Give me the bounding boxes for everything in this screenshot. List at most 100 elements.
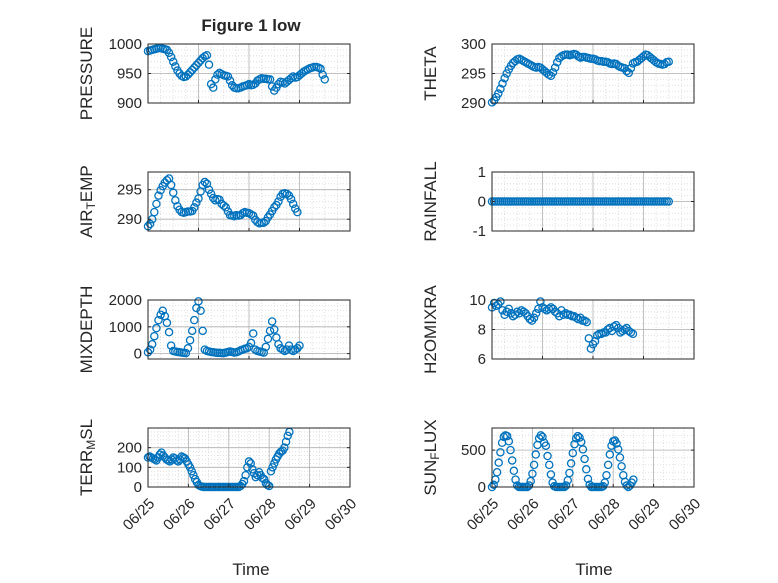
data-point (171, 62, 180, 71)
data-point (263, 334, 273, 344)
data-point (183, 70, 193, 79)
data-series (487, 431, 638, 492)
x-tick-label: 06/27 (544, 495, 583, 534)
xlabel-right: Time (575, 560, 612, 579)
data-point (283, 431, 292, 441)
data-point (187, 326, 197, 336)
subplot-sun-flux: 0 500 06/25 06/26 06/27 06/28 06/29 06/30 SUNFLU… (421, 419, 704, 533)
data-series (487, 49, 674, 107)
data-point (615, 453, 625, 462)
data-point (196, 306, 205, 315)
data-point (629, 475, 638, 484)
data-point (320, 75, 329, 84)
data-point (162, 176, 172, 185)
data-point (261, 342, 271, 352)
data-point (269, 325, 279, 334)
data-point (496, 448, 505, 457)
data-point (538, 432, 547, 442)
data-point (241, 470, 250, 480)
data-point (288, 199, 298, 209)
y-tick-label: 295 (461, 66, 486, 83)
axes-box (147, 427, 351, 488)
data-point (626, 63, 636, 73)
y-axis-label: THETA (421, 46, 440, 101)
data-point (190, 203, 199, 212)
data-point (664, 197, 674, 206)
data-point (259, 218, 268, 227)
data-point (168, 57, 178, 66)
data-point (531, 309, 541, 318)
y-tick-label: 295 (117, 182, 142, 199)
data-point (500, 73, 509, 83)
axes-box (491, 427, 695, 488)
data-point (536, 431, 546, 440)
y-axis-label: H2OMIXRA (421, 284, 440, 373)
y-tick-label: 2000 (109, 292, 142, 309)
data-point (586, 344, 596, 353)
data-point (509, 466, 519, 476)
data-point (525, 314, 535, 324)
data-point (248, 329, 258, 338)
data-point (575, 433, 584, 442)
data-point (597, 329, 606, 339)
subplot-rainfall: -1 0 1 RAINFALL (421, 161, 695, 242)
data-point (624, 68, 634, 78)
data-point (286, 194, 296, 204)
data-point (603, 460, 613, 470)
data-point (504, 437, 514, 446)
data-point (609, 322, 619, 331)
data-point (565, 468, 574, 478)
data-point (529, 460, 539, 470)
data-point (154, 191, 163, 200)
x-tick-label: 06/29 (625, 495, 664, 534)
data-point (504, 304, 514, 314)
x-tick-label: 06/30 (666, 495, 705, 534)
y-axis-label: AIRTEMP (77, 165, 98, 238)
data-point (164, 48, 174, 58)
subplot-terr-msl: 0 100 200 06/25 06/26 06/27 06/28 06/29 06/30 TER… (77, 419, 360, 534)
data-point (543, 451, 552, 461)
data-point (187, 65, 197, 75)
data-point (150, 331, 159, 341)
data-point (194, 58, 203, 68)
y-tick-label: 1000 (109, 36, 142, 53)
y-tick-label: 1 (478, 164, 486, 181)
data-point (280, 346, 290, 356)
subplot-pressure: 900 950 1000 PRESSURE (77, 27, 351, 120)
x-tick-label: 06/25 (120, 495, 159, 534)
data-point (145, 219, 155, 229)
data-point (282, 345, 292, 354)
data-point (211, 75, 220, 84)
data-point (156, 310, 165, 319)
data-point (269, 459, 279, 468)
data-point (612, 439, 621, 448)
data-point (259, 348, 268, 357)
data-point (550, 63, 560, 72)
data-point (544, 460, 554, 470)
data-point (215, 195, 224, 204)
data-point (206, 189, 216, 199)
x-tick-label: 06/27 (200, 495, 239, 534)
data-point (198, 326, 207, 336)
data-series (143, 297, 304, 358)
data-point (248, 465, 257, 474)
y-axis-label: TERRMSL (77, 419, 98, 496)
data-point (158, 306, 167, 315)
data-point (541, 441, 551, 450)
data-point (510, 56, 520, 66)
data-point (506, 445, 515, 455)
data-point (152, 323, 161, 333)
data-point (664, 57, 674, 66)
data-point (660, 59, 669, 69)
data-point (274, 197, 283, 206)
y-tick-label: 200 (117, 440, 142, 457)
data-point (248, 211, 258, 220)
data-point (154, 315, 163, 325)
y-tick-label: -1 (473, 223, 486, 240)
data-point (316, 64, 325, 74)
data-point (502, 431, 512, 441)
data-point (502, 69, 511, 78)
data-point (166, 341, 176, 350)
